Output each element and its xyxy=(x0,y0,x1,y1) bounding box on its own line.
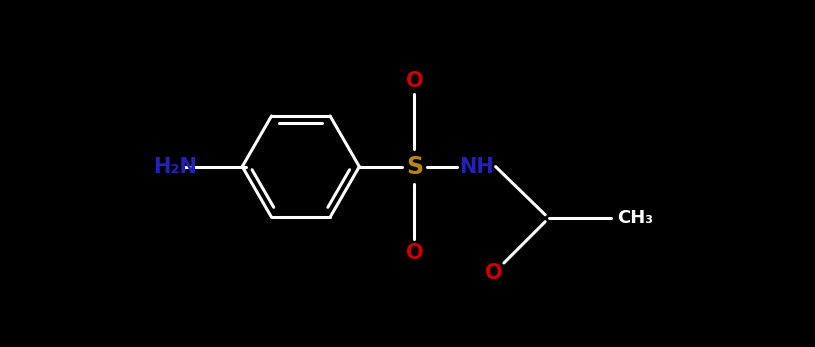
Text: O: O xyxy=(485,263,502,283)
Text: H₂N: H₂N xyxy=(152,156,196,177)
Text: NH: NH xyxy=(459,156,494,177)
Text: O: O xyxy=(406,243,423,263)
Text: S: S xyxy=(406,155,423,179)
Text: CH₃: CH₃ xyxy=(618,209,654,227)
Text: O: O xyxy=(406,70,423,91)
